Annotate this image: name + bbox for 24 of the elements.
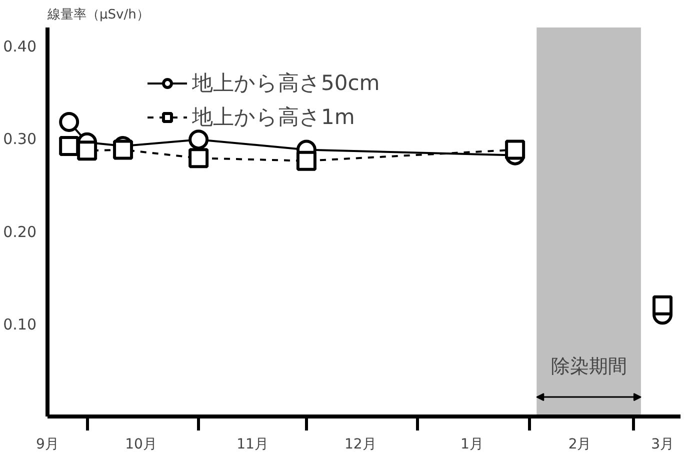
point xyxy=(188,148,209,168)
point xyxy=(188,130,209,150)
y-tick-label: 0.10 xyxy=(3,315,37,334)
point xyxy=(652,295,673,316)
x-tick-label: 11月 xyxy=(236,436,268,452)
x-tick-label: 10月 xyxy=(125,436,157,452)
point xyxy=(296,150,316,171)
point xyxy=(59,136,80,156)
band-label: 除染期間 xyxy=(550,356,627,378)
y-tick-label: 0.30 xyxy=(3,130,37,148)
point xyxy=(59,112,80,132)
y-axis-title: 線量率（μSv/h） xyxy=(46,6,150,22)
x-tick-label: 1月 xyxy=(460,436,484,452)
legend-label: 地上から高さ50cm xyxy=(192,70,380,97)
x-tick-label: 12月 xyxy=(344,436,376,452)
legend-label: 地上から高さ1m xyxy=(192,104,355,131)
point xyxy=(113,140,134,160)
x-tick-label: 3月 xyxy=(651,436,674,452)
point xyxy=(505,140,526,160)
x-tick-label: 2月 xyxy=(568,436,592,452)
point xyxy=(77,140,98,161)
y-tick-label: 0.20 xyxy=(3,222,37,241)
x-tick-label: 9月 xyxy=(36,436,59,452)
y-tick-label: 0.40 xyxy=(3,38,37,56)
